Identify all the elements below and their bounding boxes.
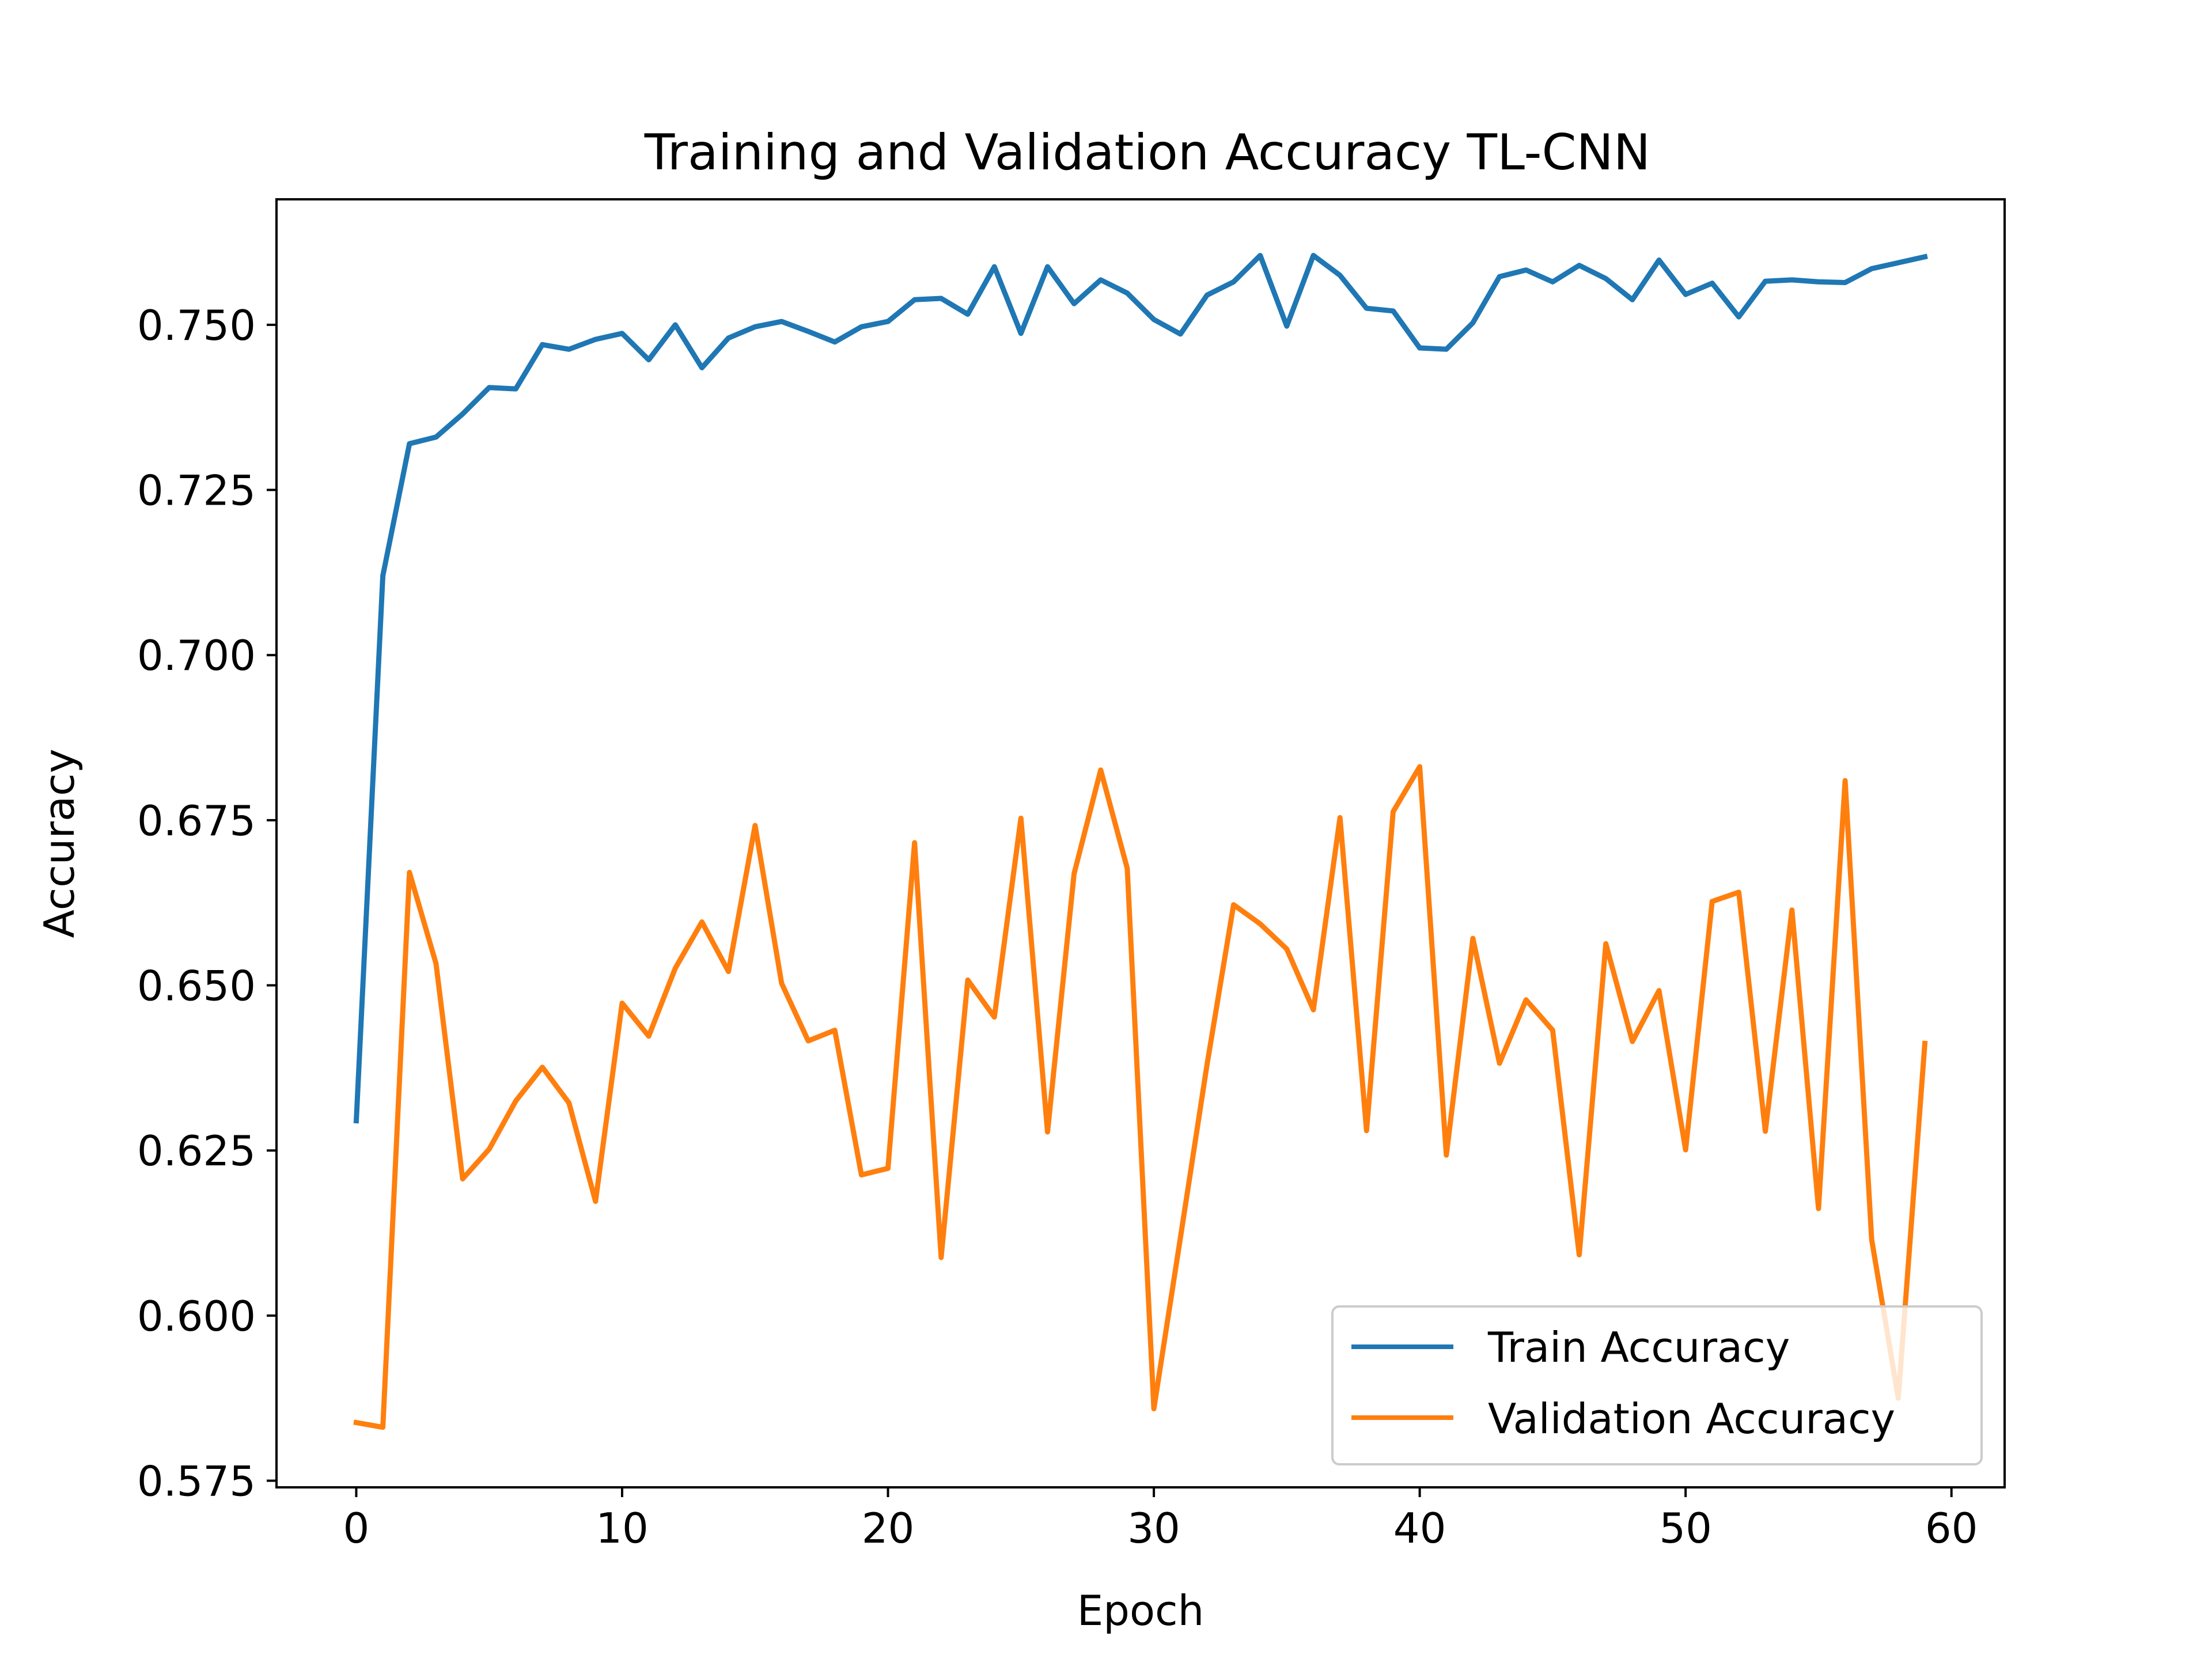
legend-label-train: Train Accuracy	[1487, 1323, 1790, 1372]
y-tick-label: 0.750	[137, 301, 256, 350]
legend-label-validation: Validation Accuracy	[1488, 1395, 1895, 1443]
x-tick-label: 0	[343, 1504, 370, 1552]
x-tick-label: 60	[1925, 1504, 1978, 1552]
y-tick-label: 0.625	[137, 1127, 256, 1175]
y-axis-label: Accuracy	[35, 749, 84, 938]
series-line-validation-accuracy	[353, 764, 1928, 1430]
x-tick-label: 30	[1127, 1504, 1180, 1552]
plot-frame	[275, 198, 2006, 1488]
x-tick-label: 10	[596, 1504, 649, 1552]
chart-title: Training and Validation Accuracy TL-CNN	[644, 124, 1650, 181]
y-tick-label: 0.650	[137, 962, 256, 1010]
x-axis-label: Epoch	[1077, 1586, 1204, 1635]
x-tick-label: 20	[862, 1504, 915, 1552]
series-line-train-accuracy	[353, 253, 1928, 1124]
x-tick-label: 40	[1393, 1504, 1446, 1552]
legend-box	[1331, 1305, 1983, 1465]
legend: Train Accuracy Validation Accuracy	[1331, 1305, 1983, 1465]
y-tick-label: 0.675	[137, 797, 256, 845]
x-tick-label: 50	[1659, 1504, 1712, 1552]
y-tick-label: 0.725	[137, 467, 256, 515]
y-tick-label: 0.700	[137, 631, 256, 680]
y-tick-label: 0.600	[137, 1292, 256, 1340]
y-tick-label: 0.575	[137, 1457, 256, 1506]
